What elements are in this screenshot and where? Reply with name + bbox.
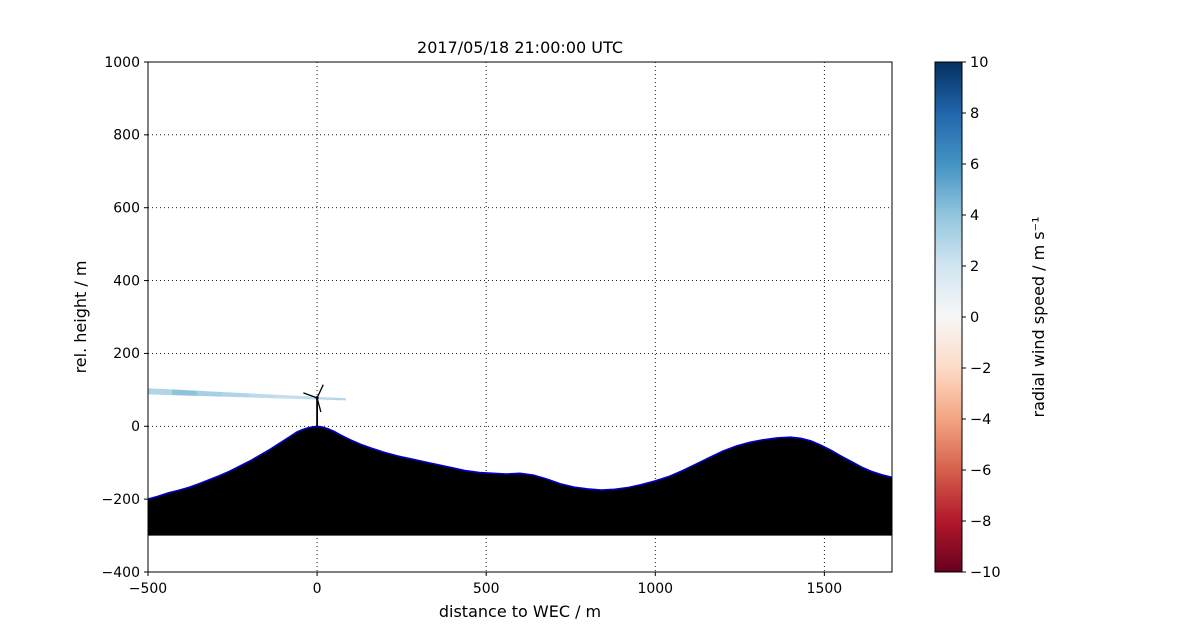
terrain-area bbox=[148, 426, 892, 536]
colorbar-tick-label: −4 bbox=[970, 412, 991, 428]
beam-segment bbox=[197, 390, 223, 397]
colorbar-tick-label: −2 bbox=[970, 361, 991, 377]
y-tick-label: 400 bbox=[113, 273, 140, 289]
turbine-blade bbox=[316, 397, 322, 413]
colorbar-tick-label: 2 bbox=[970, 259, 979, 275]
colorbar-tick-label: −10 bbox=[970, 565, 1001, 581]
colorbar: 10 8 6 4 2 0 −2 −4 −6 −8 −10 radial wind speed / m … bbox=[934, 55, 1048, 581]
colorbar-label: radial wind speed / m s⁻¹ bbox=[1029, 217, 1048, 418]
colorbar-tick-label: 6 bbox=[970, 157, 979, 173]
y-axis-label: rel. height / m bbox=[71, 261, 90, 374]
y-tick-label: 0 bbox=[131, 419, 140, 435]
y-axis-ticks: −400 −200 0 200 400 600 800 1000 bbox=[102, 55, 148, 581]
wind-turbine bbox=[303, 384, 324, 427]
y-tick-label: −200 bbox=[102, 492, 140, 508]
plot-border bbox=[147, 61, 893, 573]
colorbar-gradient bbox=[935, 62, 962, 572]
turbine-blade bbox=[316, 384, 324, 399]
y-tick-label: 200 bbox=[113, 346, 140, 362]
colorbar-tick-label: −8 bbox=[970, 514, 991, 530]
beam-segment bbox=[249, 393, 277, 399]
x-tick-label: 1000 bbox=[637, 581, 673, 597]
colorbar-tick-label: 0 bbox=[970, 310, 979, 326]
y-tick-label: 800 bbox=[113, 128, 140, 144]
plot-title: 2017/05/18 21:00:00 UTC bbox=[417, 38, 623, 57]
beam-segment bbox=[330, 397, 346, 401]
colorbar-tick-label: 8 bbox=[970, 106, 979, 122]
x-tick-label: 1500 bbox=[807, 581, 843, 597]
beam-segment bbox=[171, 389, 198, 396]
colorbar-tick-label: −6 bbox=[970, 463, 991, 479]
y-tick-label: 1000 bbox=[104, 55, 140, 71]
beam-segment bbox=[222, 391, 250, 398]
beam-segment bbox=[148, 388, 172, 396]
y-tick-label: −400 bbox=[102, 565, 140, 581]
y-tick-label: 600 bbox=[113, 200, 140, 216]
x-tick-label: 500 bbox=[473, 581, 500, 597]
beam-segment bbox=[276, 394, 304, 400]
turbine-hub bbox=[315, 396, 319, 400]
terrain-line bbox=[148, 425, 892, 500]
x-tick-label: −500 bbox=[129, 581, 167, 597]
x-tick-label: 0 bbox=[313, 581, 322, 597]
x-axis-ticks: −500 0 500 1000 1500 bbox=[129, 572, 842, 597]
data-layer bbox=[148, 384, 892, 536]
colorbar-tick-label: 4 bbox=[970, 208, 979, 224]
colorbar-tick-label: 10 bbox=[970, 55, 988, 71]
turbine-blade bbox=[303, 392, 318, 399]
x-axis-label: distance to WEC / m bbox=[439, 602, 601, 621]
